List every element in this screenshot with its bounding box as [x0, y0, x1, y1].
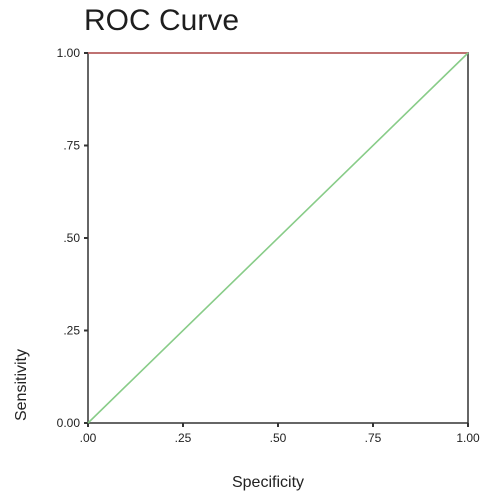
y-axis: 0.00 .25 .50 .75 1.00 — [57, 46, 88, 430]
y-tick-label: 1.00 — [57, 46, 81, 60]
y-tick-label: .50 — [63, 231, 80, 245]
x-tick-label: .50 — [270, 431, 287, 445]
y-axis-label: Sensitivity — [13, 349, 30, 421]
x-tick-label: 1.00 — [456, 431, 480, 445]
x-axis-label: Specificity — [232, 474, 304, 491]
series-layer — [87, 52, 469, 424]
reference-diagonal-line — [87, 52, 469, 424]
x-tick-label: .75 — [365, 431, 382, 445]
chart-title: ROC Curve — [84, 4, 240, 37]
x-axis: .00 .25 .50 .75 1.00 — [80, 423, 480, 445]
y-tick-label: 0.00 — [57, 416, 81, 430]
y-tick-label: .25 — [63, 324, 80, 338]
x-tick-label: .00 — [80, 431, 97, 445]
y-tick-label: .75 — [63, 139, 80, 153]
x-tick-label: .25 — [175, 431, 192, 445]
